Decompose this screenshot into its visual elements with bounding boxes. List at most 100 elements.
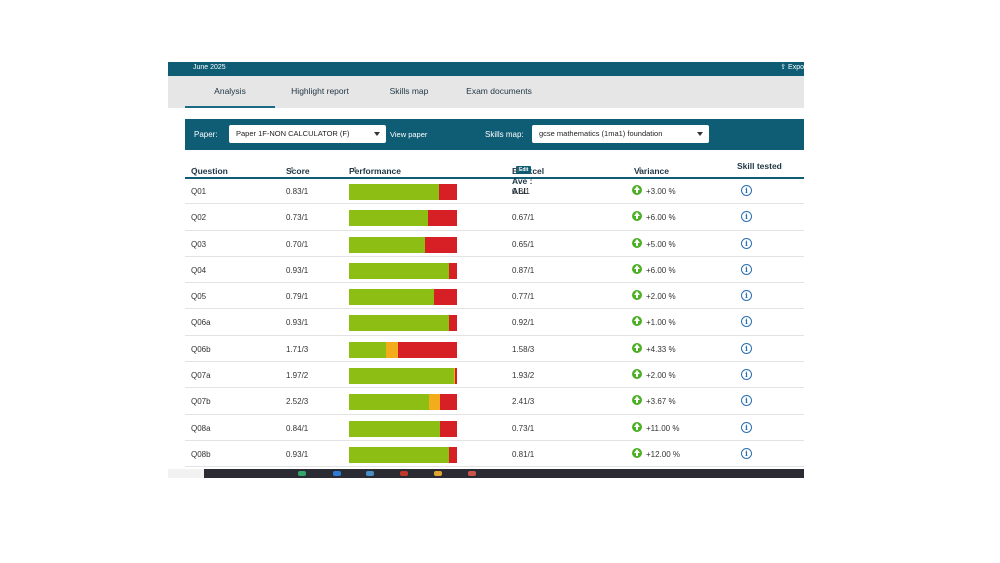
chevron-down-icon — [374, 132, 380, 136]
variance-value: +6.00 % — [646, 213, 676, 223]
performance-bar — [349, 236, 457, 253]
performance-correct-segment — [349, 210, 428, 227]
taskbar-app-icon[interactable] — [366, 471, 374, 476]
average-value: 0.87/1 — [512, 265, 535, 275]
info-icon[interactable]: i — [741, 237, 752, 249]
paper-select-value: Paper 1F-NON CALCULATOR (F) — [236, 129, 350, 138]
score-value: 2.52/3 — [286, 397, 309, 407]
variance-value: +5.00 % — [646, 239, 676, 249]
performance-incorrect-segment — [439, 394, 457, 411]
info-icon[interactable]: i — [741, 211, 752, 223]
sort-icon: ⇕ — [289, 167, 295, 174]
table-row: Q07a 1.97/2 1.93/2 +2.00 % i — [185, 362, 804, 389]
question-id: Q06a — [191, 318, 211, 328]
arrow-up-circle-icon — [632, 447, 642, 458]
average-value: 0.8/1 — [512, 187, 530, 196]
score-value: 0.79/1 — [286, 292, 309, 302]
taskbar-app-icon[interactable] — [468, 471, 476, 476]
view-paper-link[interactable]: View paper — [390, 130, 428, 139]
average-value: 2.41/3 — [512, 397, 535, 407]
taskbar-start[interactable] — [168, 469, 204, 478]
question-id: Q02 — [191, 213, 207, 223]
taskbar-app-icon[interactable] — [434, 471, 442, 476]
top-bar: June 2025 ⇪ Expo — [168, 62, 804, 76]
arrow-up-circle-icon — [632, 395, 642, 406]
col-question-label: Question — [191, 166, 228, 176]
export-button[interactable]: ⇪ Expo — [780, 63, 804, 71]
question-id: Q08b — [191, 449, 211, 459]
info-icon[interactable]: i — [741, 342, 752, 354]
chevron-down-icon — [697, 132, 703, 136]
performance-bar — [349, 368, 457, 385]
table-row: Q04 0.93/1 0.87/1 +6.00 % i — [185, 257, 804, 284]
performance-incorrect-segment — [449, 315, 457, 332]
info-icon[interactable]: i — [741, 316, 752, 328]
performance-bar — [349, 341, 457, 358]
arrow-up-circle-icon — [632, 211, 642, 222]
performance-bar — [349, 394, 457, 411]
info-icon[interactable]: i — [741, 447, 752, 459]
results-table-body: Q01 0.83/1 0.8/1 +3.00 % i Q02 0.73/1 0.67/1 +6.… — [185, 178, 804, 468]
score-value: 0.83/1 — [286, 187, 309, 196]
sort-icon: ⇕ — [515, 167, 521, 174]
arrow-up-circle-icon — [632, 290, 642, 301]
table-header: Question↓ Score⇕ Performance⇕ Edexcel Av… — [185, 156, 804, 196]
paper-select[interactable]: Paper 1F-NON CALCULATOR (F) — [229, 125, 386, 143]
performance-partial-segment — [453, 368, 455, 385]
tab-exam-documents[interactable]: Exam documents — [466, 86, 532, 96]
score-value: 1.71/3 — [286, 344, 309, 354]
score-value: 0.93/1 — [286, 318, 309, 328]
average-value: 0.73/1 — [512, 423, 535, 433]
performance-correct-segment — [349, 315, 450, 332]
skills-map-select[interactable]: gcse mathematics (1ma1) foundation — [532, 125, 709, 143]
info-icon[interactable]: i — [741, 185, 752, 196]
arrow-up-circle-icon — [632, 185, 642, 195]
sort-icon: ⇕ — [352, 167, 358, 174]
info-icon[interactable]: i — [741, 395, 752, 407]
arrow-up-circle-icon — [632, 421, 642, 432]
edit-badge[interactable]: Edit — [516, 166, 532, 174]
paper-label: Paper: — [194, 130, 218, 139]
taskbar-app-icon[interactable] — [298, 471, 306, 476]
taskbar-app-icon[interactable] — [400, 471, 408, 476]
table-row: Q06a 0.93/1 0.92/1 +1.00 % i — [185, 309, 804, 336]
average-value: 1.93/2 — [512, 371, 535, 381]
export-label: Expo — [788, 64, 804, 71]
app-window: June 2025 ⇪ Expo Analysis Highlight repo… — [168, 62, 804, 478]
performance-incorrect-segment — [454, 368, 457, 385]
question-id: Q01 — [191, 187, 207, 196]
info-icon[interactable]: i — [741, 369, 752, 381]
tab-analysis[interactable]: Analysis — [185, 76, 275, 108]
performance-partial-segment — [385, 341, 398, 358]
performance-correct-segment — [349, 394, 429, 411]
arrow-up-circle-icon — [632, 369, 642, 380]
col-score-label: Score — [286, 166, 310, 176]
info-icon[interactable]: i — [741, 290, 752, 302]
question-id: Q03 — [191, 239, 207, 249]
score-value: 1.97/2 — [286, 371, 309, 381]
variance-value: +2.00 % — [646, 371, 676, 381]
performance-correct-segment — [349, 446, 450, 463]
tab-highlight-report[interactable]: Highlight report — [291, 86, 349, 96]
taskbar-app-icon[interactable] — [333, 471, 341, 476]
variance-value: +1.00 % — [646, 318, 676, 328]
average-value: 0.81/1 — [512, 449, 535, 459]
question-id: Q05 — [191, 292, 207, 302]
tab-skills-map[interactable]: Skills map — [389, 86, 429, 96]
info-icon[interactable]: i — [741, 421, 752, 433]
performance-incorrect-segment — [427, 210, 457, 227]
table-row: Q03 0.70/1 0.65/1 +5.00 % i — [185, 231, 804, 257]
info-icon[interactable]: i — [741, 263, 752, 275]
question-id: Q06b — [191, 344, 211, 354]
performance-bar — [349, 184, 457, 200]
performance-bar — [349, 315, 457, 332]
score-value: 0.93/1 — [286, 449, 309, 459]
skills-map-select-value: gcse mathematics (1ma1) foundation — [539, 129, 663, 138]
score-value: 0.84/1 — [286, 423, 309, 433]
average-value: 0.77/1 — [512, 292, 535, 302]
variance-value: +6.00 % — [646, 265, 676, 275]
question-id: Q04 — [191, 265, 207, 275]
table-row: Q02 0.73/1 0.67/1 +6.00 % i — [185, 204, 804, 231]
col-performance-label: Performance — [349, 166, 401, 176]
performance-correct-segment — [349, 262, 450, 279]
